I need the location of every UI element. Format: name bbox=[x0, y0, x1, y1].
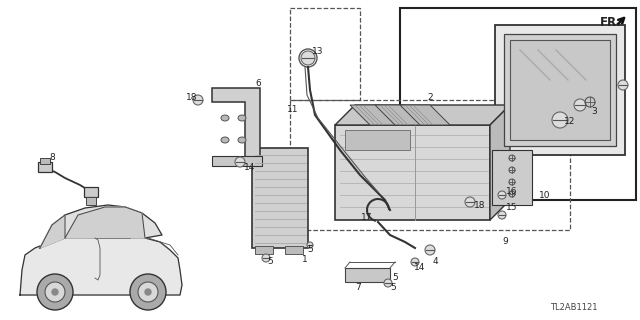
Text: 14: 14 bbox=[244, 164, 256, 172]
Polygon shape bbox=[335, 105, 510, 125]
Bar bbox=[212, 156, 262, 166]
Circle shape bbox=[465, 197, 475, 207]
Bar bbox=[345, 268, 390, 282]
Text: 6: 6 bbox=[255, 78, 261, 87]
Circle shape bbox=[52, 289, 58, 295]
Text: FR.: FR. bbox=[600, 15, 622, 28]
Bar bbox=[345, 130, 410, 150]
Circle shape bbox=[193, 95, 203, 105]
Polygon shape bbox=[40, 205, 162, 248]
Text: 18: 18 bbox=[186, 93, 198, 102]
Text: 16: 16 bbox=[506, 188, 518, 196]
Text: 14: 14 bbox=[414, 263, 426, 273]
Circle shape bbox=[307, 242, 313, 248]
Circle shape bbox=[425, 245, 435, 255]
Circle shape bbox=[618, 80, 628, 90]
Circle shape bbox=[411, 258, 419, 266]
Circle shape bbox=[45, 282, 65, 302]
Text: 15: 15 bbox=[506, 204, 518, 212]
Polygon shape bbox=[65, 207, 145, 238]
Circle shape bbox=[498, 191, 506, 199]
Text: 1: 1 bbox=[302, 255, 308, 265]
Bar bbox=[492, 150, 532, 205]
Polygon shape bbox=[510, 40, 610, 140]
Text: 18: 18 bbox=[474, 202, 486, 211]
Circle shape bbox=[384, 279, 392, 287]
Circle shape bbox=[130, 274, 166, 310]
Text: 5: 5 bbox=[307, 245, 313, 254]
Text: 12: 12 bbox=[564, 117, 576, 126]
Text: 5: 5 bbox=[390, 284, 396, 292]
Circle shape bbox=[37, 274, 73, 310]
Polygon shape bbox=[335, 125, 490, 220]
Text: TL2AB1121: TL2AB1121 bbox=[550, 303, 598, 313]
Ellipse shape bbox=[238, 115, 246, 121]
Text: 3: 3 bbox=[591, 108, 597, 116]
Text: 10: 10 bbox=[540, 191, 551, 201]
Bar bbox=[84, 187, 98, 197]
Bar bbox=[40, 158, 50, 164]
Text: 17: 17 bbox=[361, 213, 372, 222]
Polygon shape bbox=[20, 233, 182, 295]
Text: 11: 11 bbox=[287, 106, 299, 115]
Circle shape bbox=[138, 282, 158, 302]
Text: 8: 8 bbox=[49, 154, 55, 163]
Polygon shape bbox=[350, 105, 400, 125]
Text: 5: 5 bbox=[392, 274, 398, 283]
Polygon shape bbox=[40, 215, 65, 248]
Circle shape bbox=[235, 157, 245, 167]
Bar bbox=[290, 8, 360, 100]
Text: 2: 2 bbox=[427, 93, 433, 102]
Text: 13: 13 bbox=[312, 47, 324, 57]
Bar bbox=[400, 8, 636, 200]
Circle shape bbox=[498, 211, 506, 219]
Bar bbox=[86, 197, 96, 205]
Polygon shape bbox=[495, 25, 625, 155]
Circle shape bbox=[145, 289, 151, 295]
Polygon shape bbox=[212, 88, 260, 158]
Text: 7: 7 bbox=[355, 284, 361, 292]
Polygon shape bbox=[504, 34, 616, 146]
Polygon shape bbox=[400, 105, 450, 125]
Text: 5: 5 bbox=[267, 258, 273, 267]
Ellipse shape bbox=[221, 137, 229, 143]
Bar bbox=[38, 162, 52, 172]
Text: 4: 4 bbox=[432, 258, 438, 267]
Ellipse shape bbox=[221, 115, 229, 121]
Polygon shape bbox=[490, 105, 510, 220]
Circle shape bbox=[301, 51, 315, 65]
Polygon shape bbox=[375, 105, 425, 125]
Circle shape bbox=[574, 99, 586, 111]
Circle shape bbox=[552, 112, 568, 128]
Ellipse shape bbox=[238, 137, 246, 143]
Text: 9: 9 bbox=[502, 237, 508, 246]
Bar bbox=[255, 246, 273, 254]
Circle shape bbox=[262, 254, 270, 262]
Bar bbox=[285, 246, 303, 254]
Polygon shape bbox=[252, 148, 308, 248]
Bar bbox=[290, 100, 570, 230]
